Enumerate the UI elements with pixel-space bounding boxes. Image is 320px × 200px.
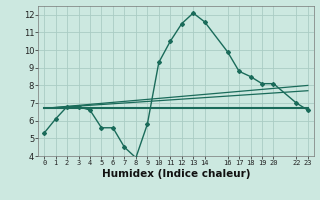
X-axis label: Humidex (Indice chaleur): Humidex (Indice chaleur) — [102, 169, 250, 179]
